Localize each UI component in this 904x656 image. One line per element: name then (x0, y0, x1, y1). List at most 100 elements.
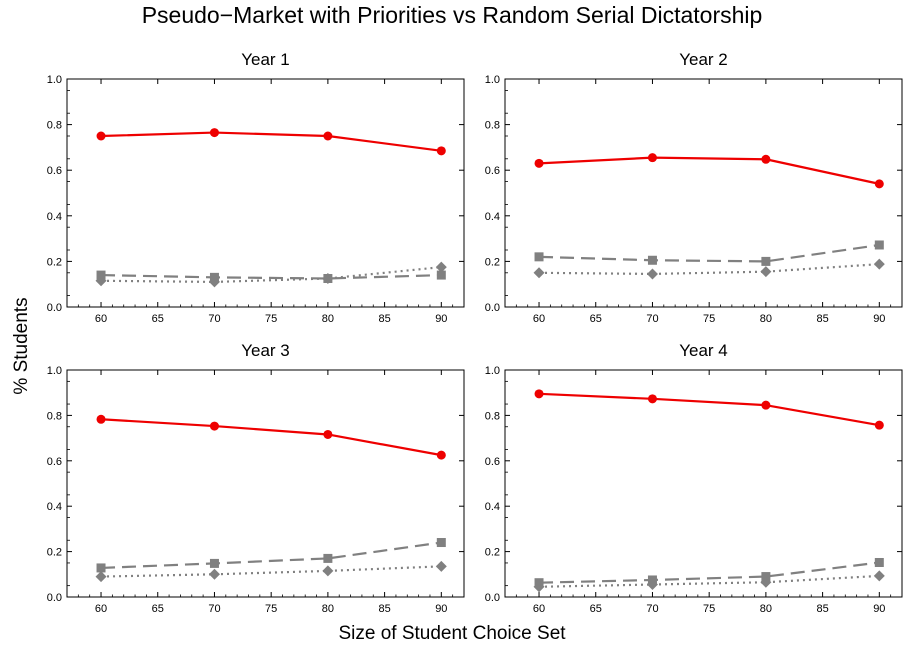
series-line-dotted-diamond (101, 266, 442, 284)
x-tick-label: 65 (152, 313, 164, 325)
point-square (209, 272, 219, 282)
point-diamond (533, 267, 545, 279)
point-circle (647, 394, 657, 404)
x-tick-label: 60 (533, 603, 545, 615)
panel-1: Year 1 0.0 0.2 0.4 0.6 0.8 1.0 60 65 70 75 80 85 90 (47, 50, 465, 325)
x-tick-label: 80 (760, 313, 772, 325)
panel-title: Year 1 (241, 50, 290, 69)
y-tick-label: 0.4 (485, 211, 500, 223)
x-axis-label: Size of Student Choice Set (338, 623, 566, 644)
point-circle (323, 429, 333, 439)
series-line-dotted-diamond (101, 565, 442, 578)
y-tick-label: 1.0 (47, 365, 62, 377)
series-line-solid-circle (538, 392, 880, 427)
plot-frame (66, 369, 465, 598)
point-diamond (760, 266, 772, 278)
panel-4: Year 4 0.0 0.2 0.4 0.6 0.8 1.0 60 65 70 75 80 85 90 (485, 341, 903, 615)
point-circle (323, 131, 333, 141)
x-tick-label: 65 (590, 603, 602, 615)
series-line-dotted-diamond (539, 574, 880, 588)
y-tick-label: 0.0 (485, 302, 500, 314)
point-square (436, 270, 446, 280)
x-tick-label: 85 (378, 313, 390, 325)
point-circle (534, 389, 544, 399)
x-tick-label: 60 (95, 603, 107, 615)
series-line-dashed-square (538, 243, 880, 263)
point-circle (534, 158, 544, 168)
x-tick-label: 80 (322, 313, 334, 325)
y-tick-label: 0.4 (47, 501, 62, 513)
plot-frame (66, 78, 465, 308)
plot-frame (504, 78, 903, 308)
point-circle (436, 450, 446, 460)
y-tick-label: 1.0 (485, 365, 500, 377)
point-square (323, 274, 333, 283)
point-diamond (435, 261, 447, 273)
point-square (761, 572, 771, 582)
point-square (874, 240, 884, 250)
panel-title: Year 4 (679, 341, 728, 360)
y-tick-label: 0.8 (47, 120, 62, 132)
point-circle (96, 414, 106, 424)
y-tick-label: 0.0 (47, 592, 62, 604)
x-tick-label: 75 (703, 603, 715, 615)
panel-2: Year 2 0.0 0.2 0.4 0.6 0.8 1.0 60 65 70 75 80 85 90 (485, 50, 903, 325)
y-tick-label: 0.2 (47, 547, 62, 559)
series-line-solid-circle (100, 418, 442, 457)
y-tick-label: 0.6 (485, 456, 500, 468)
point-circle (761, 154, 771, 164)
y-tick-label: 0.6 (47, 165, 62, 177)
x-tick-label: 70 (208, 313, 220, 325)
x-tick-label: 65 (152, 603, 164, 615)
chart-title: Pseudo−Market with Priorities vs Random … (141, 2, 763, 28)
point-diamond (873, 258, 885, 270)
point-diamond (208, 568, 220, 580)
y-tick-label: 1.0 (485, 74, 500, 86)
x-tick-label: 90 (435, 603, 447, 615)
point-square (761, 256, 771, 266)
panel-3: Year 3 0.0 0.2 0.4 0.6 0.8 1.0 60 65 70 75 80 85 90 (47, 341, 465, 615)
point-diamond (322, 565, 334, 577)
x-tick-label: 85 (816, 603, 828, 615)
point-square (209, 558, 219, 568)
y-tick-label: 1.0 (47, 74, 62, 86)
point-square (874, 557, 884, 567)
plot-frame (504, 369, 903, 598)
x-tick-label: 90 (435, 313, 447, 325)
y-tick-label: 0.2 (47, 256, 62, 268)
y-tick-label: 0.2 (485, 256, 500, 268)
point-square (647, 255, 657, 265)
y-tick-label: 0.6 (47, 456, 62, 468)
x-tick-label: 90 (873, 603, 885, 615)
y-tick-label: 0.2 (485, 547, 500, 559)
panel-title: Year 2 (679, 50, 728, 69)
x-tick-label: 85 (816, 313, 828, 325)
x-tick-label: 65 (590, 313, 602, 325)
panel-title: Year 3 (241, 341, 290, 360)
point-diamond (95, 571, 107, 583)
point-square (647, 575, 657, 585)
y-tick-label: 0.6 (485, 165, 500, 177)
point-square (96, 270, 106, 280)
series-line-dashed-square (539, 561, 880, 584)
point-diamond (435, 560, 447, 572)
point-circle (874, 179, 884, 189)
point-diamond (646, 268, 658, 280)
x-tick-label: 60 (95, 313, 107, 325)
point-circle (647, 153, 657, 163)
series-line-dashed-square (100, 541, 442, 570)
x-tick-label: 70 (208, 603, 220, 615)
point-square (96, 563, 106, 573)
x-tick-label: 90 (873, 313, 885, 325)
point-circle (874, 420, 884, 430)
x-tick-label: 75 (703, 313, 715, 325)
point-diamond (873, 570, 885, 582)
series-line-dotted-diamond (539, 263, 880, 276)
series-line-solid-circle (100, 131, 442, 152)
y-axis-label: % Students (11, 297, 32, 395)
y-tick-label: 0.4 (47, 211, 62, 223)
point-circle (96, 131, 106, 141)
point-square (534, 252, 544, 262)
x-tick-label: 80 (760, 603, 772, 615)
